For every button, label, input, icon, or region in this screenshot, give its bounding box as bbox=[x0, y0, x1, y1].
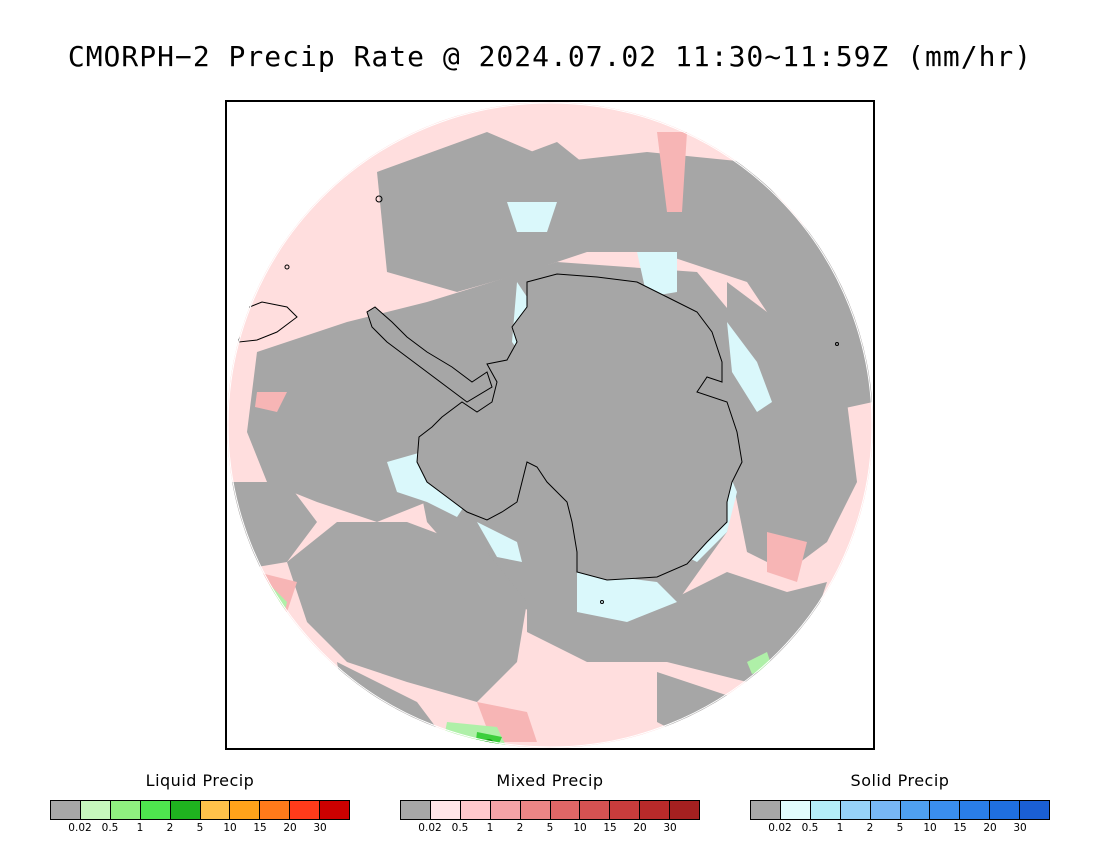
legend-tick-label: 20 bbox=[983, 822, 997, 834]
legend-swatches-mixed bbox=[400, 800, 700, 820]
legend-tick-label: 1 bbox=[136, 822, 144, 834]
islands bbox=[284, 195, 839, 604]
chart-title: CMORPH−2 Precip Rate @ 2024.07.02 11:30~… bbox=[67, 40, 1033, 73]
legend-swatch bbox=[460, 801, 491, 819]
legend-swatch bbox=[580, 801, 611, 819]
legend-swatch bbox=[140, 801, 171, 819]
legend-swatch bbox=[640, 801, 671, 819]
legend-swatches-liquid bbox=[50, 800, 350, 820]
legend-tick-label: 2 bbox=[166, 822, 174, 834]
legend-swatch bbox=[610, 801, 641, 819]
legend-swatch bbox=[51, 801, 81, 819]
legend-liquid: Liquid Precip 0.02 0.5 1 2 5 10 15 20 30 bbox=[50, 770, 350, 836]
legend-swatch bbox=[320, 801, 350, 819]
legend-title-solid: Solid Precip bbox=[850, 771, 950, 790]
legend-swatch bbox=[960, 801, 991, 819]
legend-swatch bbox=[990, 801, 1021, 819]
legend-swatch bbox=[550, 801, 581, 819]
antarctica-continent bbox=[416, 273, 743, 581]
legend-tick-label: 1 bbox=[486, 822, 494, 834]
legend-tick-label: 30 bbox=[663, 822, 677, 834]
legend-swatches-solid bbox=[750, 800, 1050, 820]
legend-tick-label: 1 bbox=[836, 822, 844, 834]
legend-swatch bbox=[80, 801, 111, 819]
legend-ticks-mixed: 0.02 0.5 1 2 5 10 15 20 30 bbox=[400, 822, 700, 836]
antarctic-peninsula bbox=[366, 306, 493, 403]
legend-tick-label: 30 bbox=[1013, 822, 1027, 834]
legend-tick-label: 30 bbox=[313, 822, 327, 834]
legend-swatch bbox=[290, 801, 321, 819]
legend-tick-label: 0.5 bbox=[451, 822, 469, 834]
legend-swatch bbox=[670, 801, 700, 819]
legend-swatch bbox=[1020, 801, 1050, 819]
legend-tick-label: 5 bbox=[196, 822, 204, 834]
legend-tick-label: 10 bbox=[223, 822, 237, 834]
legend-tick-label: 10 bbox=[923, 822, 937, 834]
legend-ticks-solid: 0.02 0.5 1 2 5 10 15 20 30 bbox=[750, 822, 1050, 836]
legend-swatch bbox=[170, 801, 201, 819]
legend-swatch bbox=[780, 801, 811, 819]
legend-tick-label: 15 bbox=[253, 822, 267, 834]
legend-swatch bbox=[520, 801, 551, 819]
map-panel bbox=[225, 100, 875, 750]
legend-tick-label: 10 bbox=[573, 822, 587, 834]
legend-swatch bbox=[870, 801, 901, 819]
legend-tick-label: 0.5 bbox=[801, 822, 819, 834]
legend-swatch bbox=[200, 801, 231, 819]
precip-map bbox=[227, 102, 873, 748]
legend-mixed: Mixed Precip 0.02 0.5 1 2 5 10 15 20 30 bbox=[400, 770, 700, 836]
legend-tick-label: 15 bbox=[953, 822, 967, 834]
legend-tick-label: 20 bbox=[283, 822, 297, 834]
legend-tick-label: 5 bbox=[896, 822, 904, 834]
south-america-tip bbox=[236, 301, 298, 343]
legend-swatch bbox=[810, 801, 841, 819]
legend-tick-label: 2 bbox=[866, 822, 874, 834]
legend-swatch bbox=[490, 801, 521, 819]
legend-tick-label: 0.5 bbox=[101, 822, 119, 834]
legend-tick-label: 2 bbox=[516, 822, 524, 834]
legend-solid: Solid Precip 0.02 0.5 1 2 5 10 15 20 30 bbox=[750, 770, 1050, 836]
legend-swatch bbox=[401, 801, 431, 819]
legend-swatch bbox=[230, 801, 261, 819]
legend-swatch bbox=[930, 801, 961, 819]
legend-tick-label: 0.02 bbox=[418, 822, 442, 834]
legend-tick-label: 5 bbox=[546, 822, 554, 834]
legend-swatch bbox=[110, 801, 141, 819]
legend-swatch bbox=[260, 801, 291, 819]
legend-tick-label: 0.02 bbox=[68, 822, 92, 834]
legend-swatch bbox=[751, 801, 781, 819]
legend-tick-label: 20 bbox=[633, 822, 647, 834]
legend-title-liquid: Liquid Precip bbox=[145, 771, 255, 790]
legend-swatch bbox=[900, 801, 931, 819]
legend-swatch bbox=[840, 801, 871, 819]
legend-title-mixed: Mixed Precip bbox=[496, 771, 604, 790]
legend-swatch bbox=[430, 801, 461, 819]
legend-tick-label: 0.02 bbox=[768, 822, 792, 834]
legend-ticks-liquid: 0.02 0.5 1 2 5 10 15 20 30 bbox=[50, 822, 350, 836]
legend-tick-label: 15 bbox=[603, 822, 617, 834]
